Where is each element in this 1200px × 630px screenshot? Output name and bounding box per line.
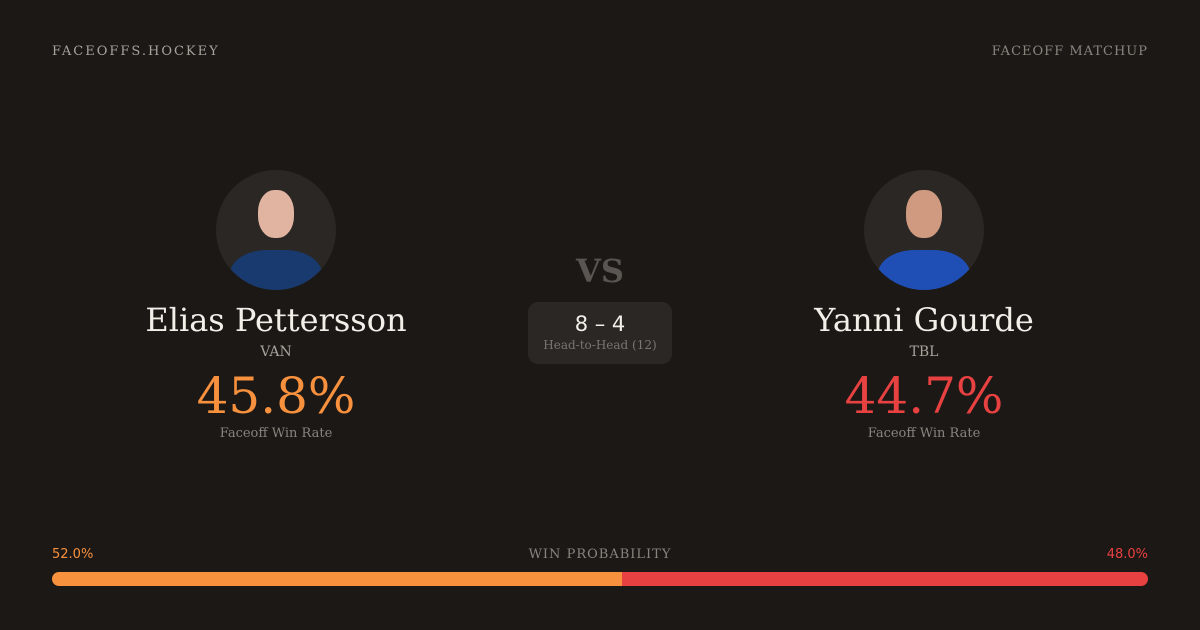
player-right: Yanni Gourde TBL 44.7% Faceoff Win Rate — [774, 170, 1074, 441]
player-team: TBL — [909, 344, 939, 360]
win-prob-right: 48.0% — [1106, 547, 1148, 562]
player-name: Elias Pettersson — [145, 301, 407, 339]
win-rate: 44.7% — [844, 367, 1004, 425]
win-prob-left: 52.0% — [52, 547, 94, 562]
win-rate: 45.8% — [196, 367, 356, 425]
h2h-label: Head-to-Head (12) — [543, 338, 657, 352]
win-rate-label: Faceoff Win Rate — [219, 426, 333, 441]
player-name: Yanni Gourde — [814, 301, 1034, 339]
player-left: Elias Pettersson VAN 45.8% Faceoff Win R… — [126, 170, 426, 441]
h2h-score: 8 – 4 — [574, 312, 626, 336]
head-to-head-card: 8 – 4 Head-to-Head (12) — [528, 302, 672, 364]
win-prob-label: WIN PROBABILITY — [528, 547, 672, 562]
player-photo — [216, 170, 336, 290]
player-photo — [864, 170, 984, 290]
brand-logo[interactable]: FACEOFFS.HOCKEY — [52, 44, 220, 59]
win-rate-label: Faceoff Win Rate — [867, 426, 981, 441]
win-probability-bar — [52, 572, 1148, 586]
vs-label: VS — [576, 252, 624, 290]
win-prob-left-segment — [52, 572, 622, 586]
win-prob-right-segment — [621, 572, 1148, 586]
player-team: VAN — [260, 344, 292, 360]
page-tag: FACEOFF MATCHUP — [991, 44, 1148, 59]
